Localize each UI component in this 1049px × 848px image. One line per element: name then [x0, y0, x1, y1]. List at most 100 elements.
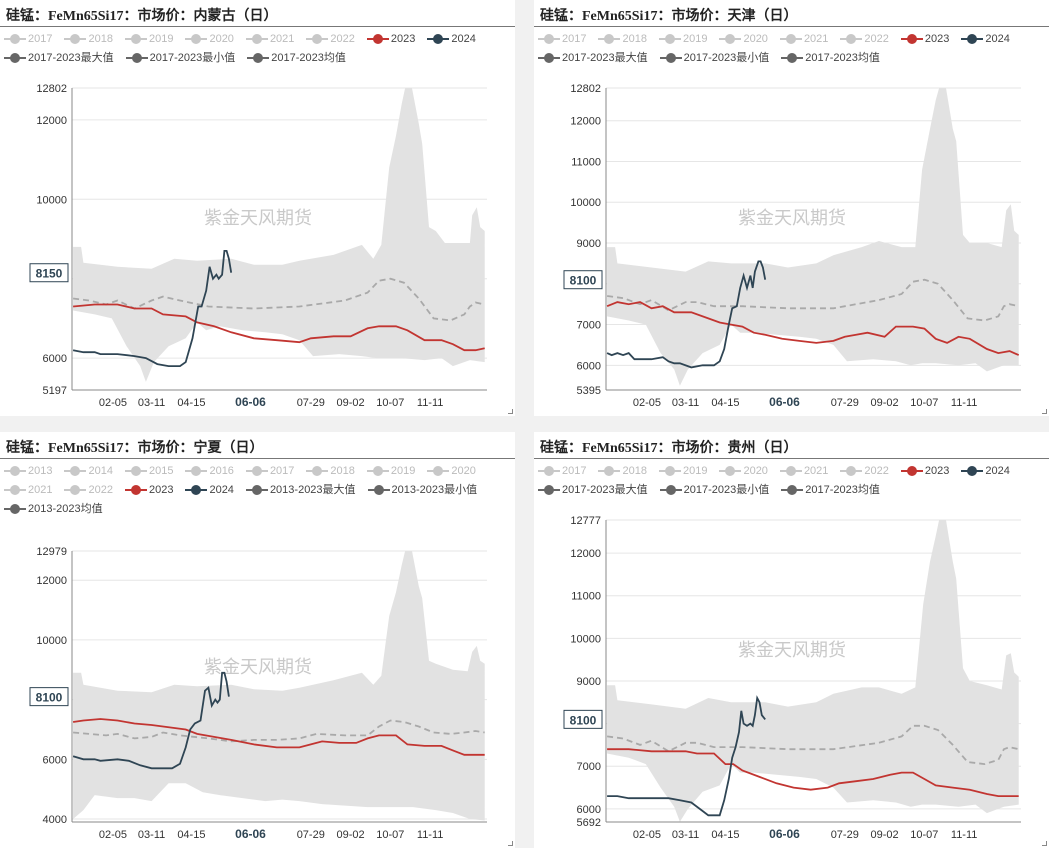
legend-label: 2013-2023最大值 — [269, 484, 356, 496]
resize-handle-icon[interactable] — [508, 409, 513, 414]
legend-label: 2017-2023均值 — [805, 484, 880, 496]
legend-item[interactable]: 2019 — [658, 30, 707, 49]
legend-label: 2018 — [330, 465, 355, 477]
legend-item[interactable]: 2017-2023最小值 — [125, 49, 236, 68]
legend-item[interactable]: 2018 — [306, 462, 355, 481]
legend-label: 2020 — [743, 465, 768, 477]
legend-item[interactable]: 2020 — [719, 462, 768, 481]
min-max-band — [73, 551, 485, 821]
legend-item[interactable]: 2021 — [779, 462, 829, 481]
current-value-label: 8100 — [36, 691, 63, 705]
legend-item[interactable]: 2013-2023最大值 — [245, 481, 356, 500]
legend-item[interactable]: 2017 — [538, 30, 586, 49]
legend-marker-icon — [538, 485, 560, 496]
legend-label: 2023 — [148, 484, 174, 496]
legend-item[interactable]: 2023 — [124, 481, 174, 500]
legend-item[interactable]: 2023 — [900, 462, 950, 481]
chart-panel-ningxia: 硅锰：FeMn65Si17：市场价：宁夏（日） 2013 2014 2015 2016… — [0, 432, 515, 848]
legend-marker-icon — [125, 53, 148, 64]
legend-item[interactable]: 2017-2023均值 — [247, 49, 346, 68]
x-tick-label: 02-05 — [99, 397, 127, 409]
legend-label: 2019 — [390, 465, 416, 477]
legend-item[interactable]: 2023 — [366, 30, 415, 49]
legend-item[interactable]: 2024 — [427, 30, 476, 49]
legend-item[interactable]: 2021 — [4, 481, 52, 500]
legend-label: 2023 — [924, 465, 950, 477]
legend-item[interactable]: 2013-2023最小值 — [367, 481, 477, 500]
legend-item[interactable]: 2015 — [124, 462, 173, 481]
legend-label: 2017-2023最大值 — [562, 484, 648, 496]
legend-label: 2017-2023最小值 — [683, 484, 770, 496]
legend-item[interactable]: 2016 — [185, 462, 234, 481]
legend-item[interactable]: 2013-2023均值 — [4, 500, 103, 519]
legend-marker-icon — [185, 34, 208, 45]
legend-item[interactable]: 2017 — [4, 30, 52, 49]
x-tick-label: 06-06 — [769, 395, 800, 409]
legend-item[interactable]: 2017 — [245, 462, 294, 481]
legend-marker-icon — [366, 34, 389, 45]
legend-label: 2022 — [88, 484, 113, 496]
x-tick-label: 09-02 — [870, 829, 898, 841]
legend-marker-icon — [781, 485, 804, 496]
legend-item[interactable]: 2020 — [719, 30, 768, 49]
legend-label: 2017-2023最小值 — [683, 52, 770, 64]
legend-marker-icon — [719, 34, 742, 45]
legend-item[interactable]: 2017-2023最大值 — [538, 49, 648, 68]
x-tick-label: 03-11 — [672, 829, 699, 841]
y-tick-label: 12777 — [570, 515, 601, 527]
legend-label: 2017-2023最大值 — [562, 52, 648, 64]
legend-item[interactable]: 2014 — [64, 462, 113, 481]
legend-item[interactable]: 2017-2023最小值 — [659, 481, 770, 500]
legend-label: 2017 — [28, 33, 53, 45]
legend-item[interactable]: 2021 — [779, 30, 828, 49]
chart-panel-guizhou: 硅锰：FeMn65Si17：市场价：贵州（日） 2017 2018 2019 2020… — [534, 432, 1049, 848]
legend-item[interactable]: 2022 — [840, 462, 889, 481]
legend-item[interactable]: 2022 — [840, 30, 889, 49]
legend-item[interactable]: 2022 — [306, 30, 355, 49]
legend-item[interactable]: 2023 — [900, 30, 949, 49]
legend-item[interactable]: 2017-2023均值 — [781, 481, 880, 500]
legend-marker-icon — [185, 466, 208, 477]
legend-item[interactable]: 2024 — [185, 481, 234, 500]
legend-item[interactable]: 2024 — [961, 30, 1010, 49]
y-tick-label: 12000 — [36, 575, 67, 587]
legend-item[interactable]: 2017-2023最大值 — [4, 49, 114, 68]
legend-item[interactable]: 2022 — [64, 481, 113, 500]
legend-item[interactable]: 2013 — [4, 462, 52, 481]
legend-label: 2024 — [985, 33, 1010, 45]
legend-item[interactable]: 2018 — [598, 462, 647, 481]
legend-item[interactable]: 2017 — [538, 462, 586, 481]
legend-item[interactable]: 2020 — [185, 30, 234, 49]
legend-label: 2024 — [451, 33, 476, 45]
legend-item[interactable]: 2019 — [366, 462, 416, 481]
y-tick-label: 10000 — [36, 194, 67, 206]
legend-label: 2017 — [562, 465, 587, 477]
legend-item[interactable]: 2018 — [64, 30, 113, 49]
x-tick-label: 04-15 — [711, 829, 739, 841]
legend-label: 2017-2023最小值 — [149, 52, 236, 64]
legend-marker-icon — [4, 504, 26, 515]
legend-item[interactable]: 2017-2023最大值 — [538, 481, 648, 500]
legend-item[interactable]: 2017-2023均值 — [781, 49, 880, 68]
resize-handle-icon[interactable] — [508, 841, 513, 846]
legend-label: 2021 — [803, 465, 829, 477]
resize-handle-icon[interactable] — [1042, 409, 1047, 414]
title-divider — [0, 458, 515, 459]
legend-marker-icon — [247, 53, 270, 64]
resize-handle-icon[interactable] — [1042, 841, 1047, 846]
legend-label: 2022 — [864, 33, 889, 45]
legend-item[interactable]: 2021 — [245, 30, 294, 49]
legend-item[interactable]: 2019 — [124, 30, 173, 49]
series-line-2024 — [607, 695, 766, 817]
legend-item[interactable]: 2024 — [961, 462, 1010, 481]
y-tick-label: 5395 — [577, 385, 601, 397]
x-tick-label: 09-02 — [336, 829, 364, 841]
legend-item[interactable]: 2017-2023最小值 — [659, 49, 770, 68]
legend-item[interactable]: 2020 — [427, 462, 476, 481]
legend-item[interactable]: 2018 — [598, 30, 647, 49]
x-tick-label: 03-11 — [138, 397, 165, 409]
legend-marker-icon — [124, 34, 147, 45]
legend-marker-icon — [64, 466, 87, 477]
legend-marker-icon — [306, 34, 329, 45]
legend-item[interactable]: 2019 — [658, 462, 707, 481]
